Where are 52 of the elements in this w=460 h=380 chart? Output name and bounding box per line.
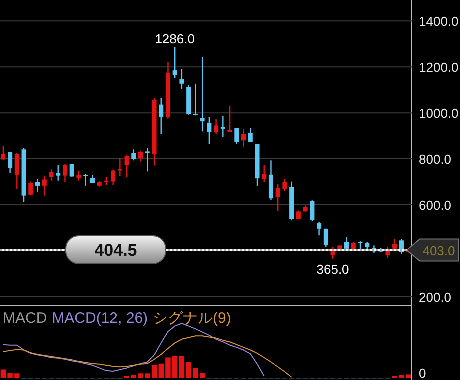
annotation: 1286.0 <box>155 31 195 46</box>
candlestick <box>207 116 212 145</box>
candlestick <box>118 158 122 178</box>
y-tick-label: 1400.0 <box>419 14 459 30</box>
candlestick <box>228 106 232 133</box>
y-tick-label: 1000.0 <box>419 106 459 122</box>
candlestick <box>262 164 267 184</box>
candlestick <box>200 56 205 132</box>
candlestick <box>76 170 82 182</box>
candlestick <box>159 98 164 135</box>
candlestick <box>124 154 130 178</box>
candlestick <box>220 116 226 138</box>
candlestick <box>28 181 34 196</box>
candlestick <box>310 200 315 222</box>
ref-line-label: 403.0 <box>422 243 456 258</box>
candlestick <box>42 175 47 196</box>
candlestick <box>172 46 178 79</box>
candlestick <box>193 83 198 116</box>
annotation: 365.0 <box>316 262 350 278</box>
candlestick <box>138 150 144 162</box>
candlestick <box>132 149 136 162</box>
candlestick <box>276 184 280 212</box>
candlestick <box>84 174 88 187</box>
series-label: シグナル(9) <box>153 310 232 327</box>
y-tick-label: 1200.0 <box>419 60 459 76</box>
candlestick <box>248 128 253 143</box>
candlestick <box>36 178 40 193</box>
candlestick <box>282 178 288 192</box>
candlestick <box>70 164 74 178</box>
candlestick <box>62 164 68 184</box>
candlestick <box>49 168 54 182</box>
candlestick <box>324 228 328 248</box>
candlestick <box>111 169 116 186</box>
candlestick <box>214 118 219 135</box>
ref-line-label: 404.5 <box>94 240 138 260</box>
y-tick-label: 800.0 <box>419 152 452 168</box>
y-tick-label: 600.0 <box>419 198 452 214</box>
bar <box>152 365 158 378</box>
candlestick <box>14 152 20 190</box>
candlestick <box>8 152 13 174</box>
candlestick <box>1 146 6 160</box>
candlestick <box>56 164 61 182</box>
series-label: MACD(12, 26) <box>52 310 148 327</box>
text: 0 <box>419 366 426 380</box>
chart-title: MACD <box>3 310 48 327</box>
candlestick <box>180 68 184 90</box>
candlestick <box>234 127 240 145</box>
y-tick-label: 200.0 <box>419 290 452 305</box>
candlestick <box>145 148 150 172</box>
candlestick <box>317 222 322 236</box>
candlestick <box>242 128 246 148</box>
candlestick <box>268 160 274 201</box>
